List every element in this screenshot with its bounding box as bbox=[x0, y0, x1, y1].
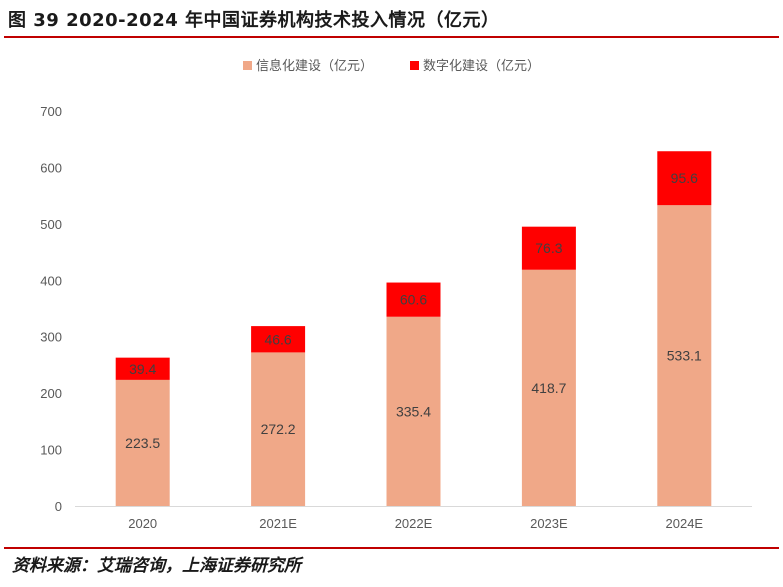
bar-segment-2023E-0 bbox=[521, 269, 576, 506]
bar-segment-2020-1 bbox=[115, 357, 170, 380]
bar-segment-2021E-1 bbox=[251, 326, 306, 353]
y-tick-label: 100 bbox=[40, 443, 62, 458]
y-tick-label: 400 bbox=[40, 273, 62, 288]
data-label: 60.6 bbox=[400, 292, 427, 308]
x-tick-label: 2024E bbox=[666, 516, 704, 531]
source-divider bbox=[4, 547, 779, 549]
data-label: 533.1 bbox=[667, 348, 702, 364]
x-tick-label: 2020 bbox=[128, 516, 157, 531]
data-label: 46.6 bbox=[264, 331, 291, 347]
bar-segment-2023E-1 bbox=[521, 226, 576, 270]
data-label: 223.5 bbox=[125, 435, 160, 451]
bar-segment-2022E-1 bbox=[386, 282, 441, 317]
y-tick-label: 500 bbox=[40, 217, 62, 232]
legend-swatch-0 bbox=[243, 61, 252, 70]
y-axis: 0 100 200 300 400 500 600 700 bbox=[40, 104, 62, 514]
bars: 223.5 39.4 272.2 46.6 335.4 60.6 418.7 76.3 533.… bbox=[115, 151, 712, 506]
figure-title: 图 39 2020-2024 年中国证券机构技术投入情况（亿元） bbox=[8, 10, 500, 31]
y-tick-label: 600 bbox=[40, 160, 62, 175]
data-label: 39.4 bbox=[129, 361, 156, 377]
y-tick-label: 700 bbox=[40, 104, 62, 119]
data-label: 76.3 bbox=[535, 240, 562, 256]
bar-segment-2022E-0 bbox=[386, 316, 441, 506]
legend-label-1: 数字化建设（亿元） bbox=[423, 59, 540, 74]
source-note: 资料来源：艾瑞咨询，上海证券研究所 bbox=[12, 556, 301, 576]
bar-segment-2024E-1 bbox=[657, 151, 712, 206]
y-tick-label: 300 bbox=[40, 330, 62, 345]
stacked-bar-chart: 信息化建设（亿元） 数字化建设（亿元） 0 100 200 300 400 500 600 70… bbox=[40, 58, 752, 531]
title-divider bbox=[4, 36, 779, 38]
data-label: 335.4 bbox=[396, 403, 431, 419]
bar-segment-2020-0 bbox=[115, 379, 170, 506]
x-tick-label: 2023E bbox=[530, 516, 568, 531]
legend-label-0: 信息化建设（亿元） bbox=[256, 58, 373, 74]
data-label: 95.6 bbox=[671, 170, 698, 186]
bar-segment-2024E-0 bbox=[657, 205, 712, 506]
y-tick-label: 0 bbox=[55, 499, 62, 514]
legend-swatch-1 bbox=[410, 61, 419, 70]
x-tick-label: 2022E bbox=[395, 516, 433, 531]
legend: 信息化建设（亿元） 数字化建设（亿元） bbox=[243, 58, 540, 74]
x-tick-label: 2021E bbox=[259, 516, 297, 531]
x-axis: 2020 2021E 2022E 2023E 2024E bbox=[75, 506, 752, 531]
data-label: 272.2 bbox=[261, 421, 296, 437]
data-label: 418.7 bbox=[531, 380, 566, 396]
bar-segment-2021E-0 bbox=[251, 352, 306, 506]
y-tick-label: 200 bbox=[40, 386, 62, 401]
